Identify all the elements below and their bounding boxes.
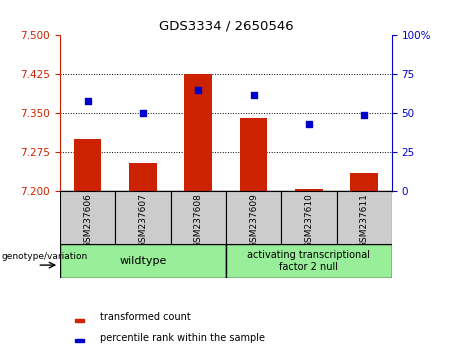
- Point: [195, 87, 202, 93]
- Point: [305, 121, 313, 127]
- Bar: [184, 74, 212, 191]
- Bar: [350, 173, 378, 191]
- Bar: [295, 189, 323, 191]
- Point: [361, 112, 368, 118]
- Text: transformed count: transformed count: [100, 312, 191, 322]
- Title: GDS3334 / 2650546: GDS3334 / 2650546: [159, 20, 293, 33]
- Bar: [226, 244, 392, 278]
- Text: GSM237606: GSM237606: [83, 193, 92, 248]
- Text: GSM237609: GSM237609: [249, 193, 258, 248]
- Bar: [60, 244, 226, 278]
- Text: wildtype: wildtype: [119, 256, 166, 266]
- Text: GSM237611: GSM237611: [360, 193, 369, 248]
- Bar: [60, 191, 115, 244]
- Bar: [75, 339, 84, 342]
- Bar: [75, 319, 84, 322]
- Bar: [115, 191, 171, 244]
- Text: GSM237610: GSM237610: [304, 193, 313, 248]
- Bar: [240, 119, 267, 191]
- Point: [84, 98, 91, 104]
- Text: activating transcriptional
factor 2 null: activating transcriptional factor 2 null: [248, 250, 370, 272]
- Text: GSM237607: GSM237607: [138, 193, 148, 248]
- Text: GSM237608: GSM237608: [194, 193, 203, 248]
- Bar: [337, 191, 392, 244]
- Text: percentile rank within the sample: percentile rank within the sample: [100, 332, 266, 343]
- Bar: [74, 139, 101, 191]
- Point: [250, 92, 257, 97]
- Bar: [129, 162, 157, 191]
- Bar: [226, 191, 281, 244]
- Point: [139, 110, 147, 116]
- Bar: [281, 191, 337, 244]
- Bar: [171, 191, 226, 244]
- Text: genotype/variation: genotype/variation: [1, 252, 88, 261]
